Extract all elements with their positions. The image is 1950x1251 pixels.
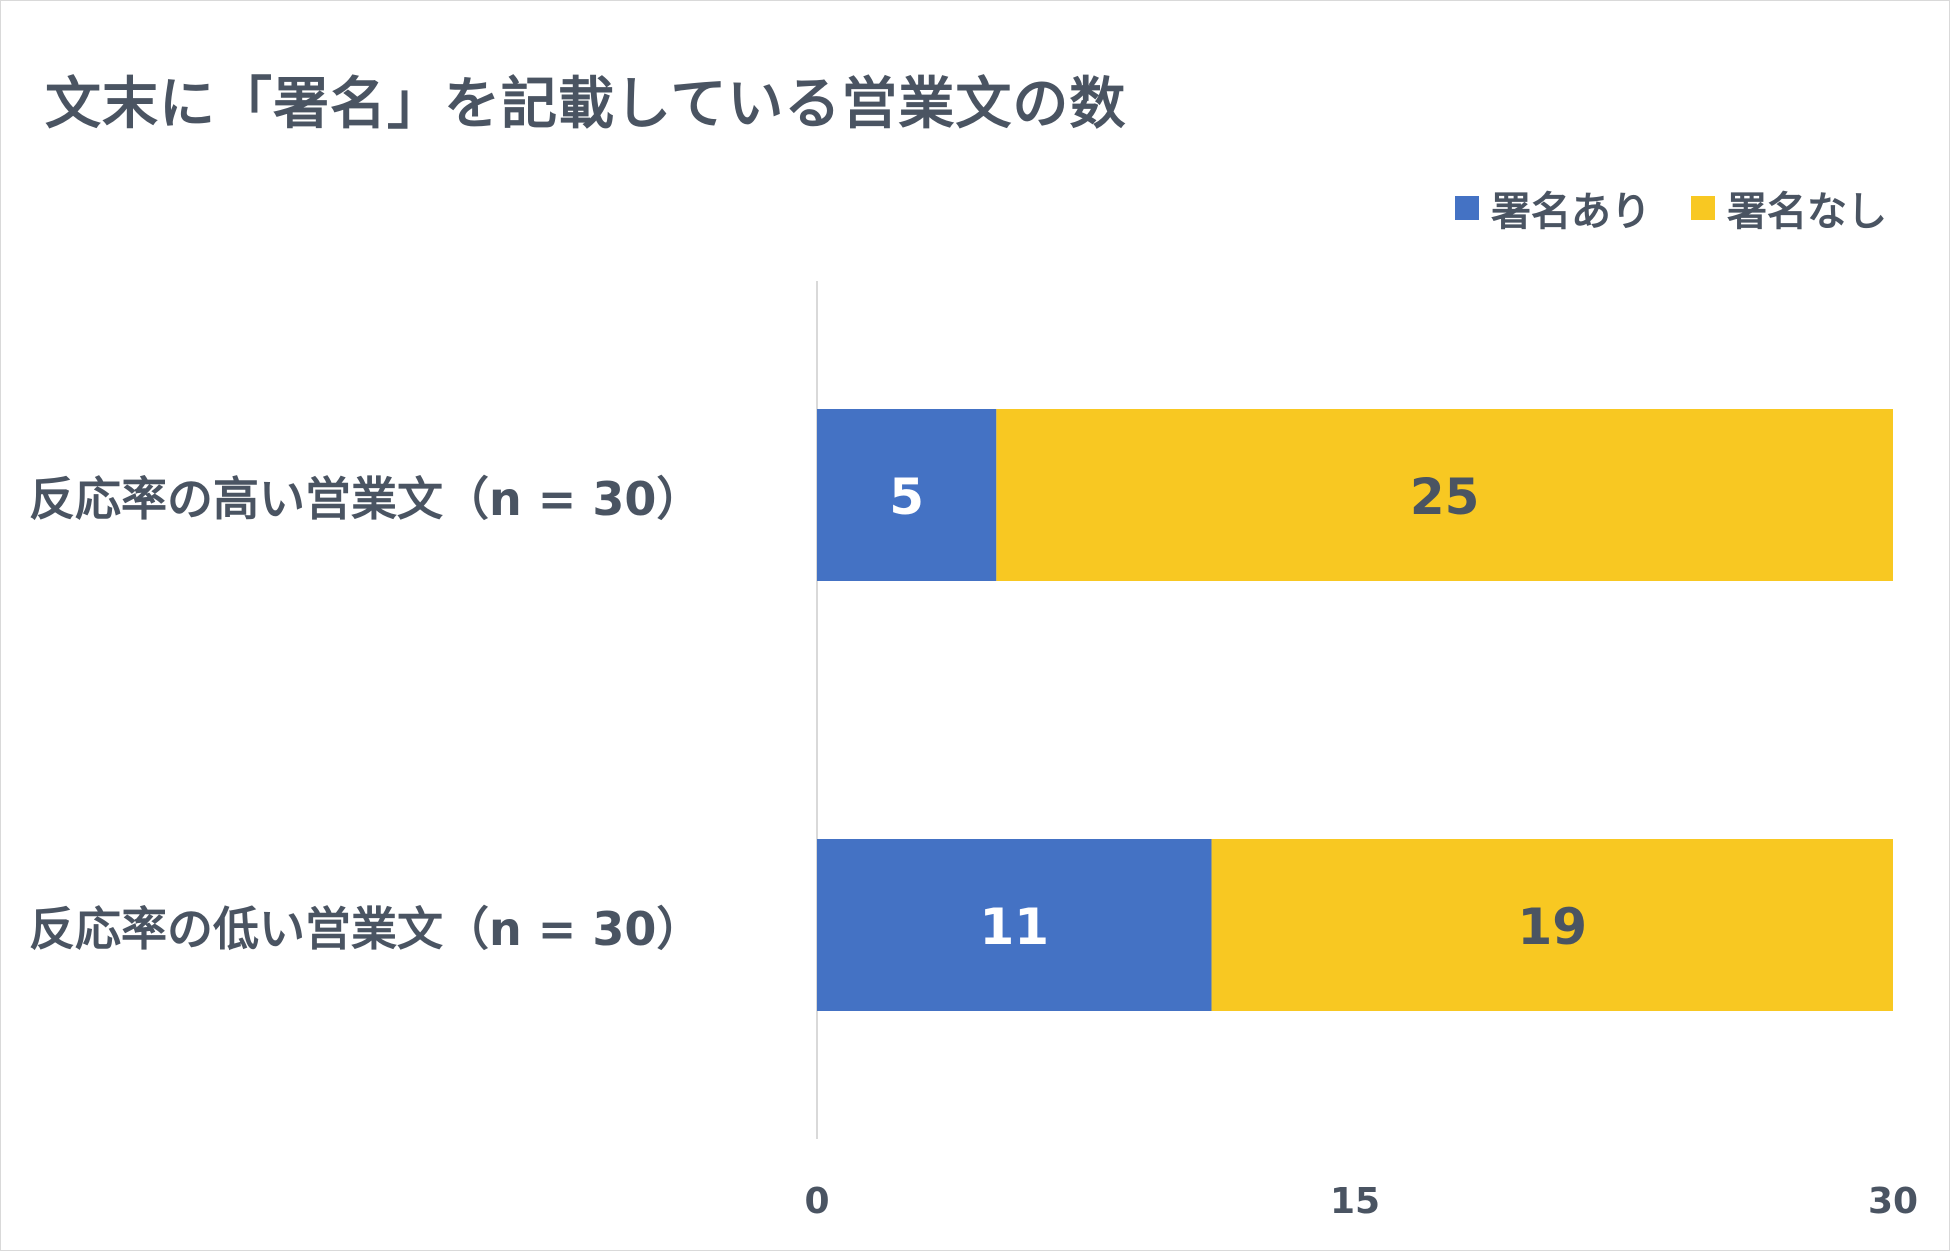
bar-without-signature-low (1211, 839, 1893, 1011)
legend-item-with-signature: 署名あり (1455, 179, 1651, 237)
legend-label-with-signature: 署名あり (1491, 189, 1651, 235)
bar-with-signature-low (817, 839, 1212, 1011)
legend-swatch-without-signature (1691, 196, 1715, 220)
bar-with-signature-high (817, 409, 997, 581)
legend-item-without-signature: 署名なし (1691, 179, 1887, 237)
category-label-low-response: 反応率の低い営業文（n = 30） (29, 902, 703, 956)
category-label-high-response: 反応率の高い営業文（n = 30） (29, 472, 703, 526)
chart-title: 文末に「署名」を記載している営業文の数 (45, 72, 1127, 137)
legend: 署名あり 署名なし (1455, 179, 1887, 237)
x-tick-label-0: 0 (804, 1181, 829, 1222)
data-label-with-signature-low: 11 (979, 898, 1049, 956)
data-label-with-signature-high: 5 (889, 468, 924, 526)
legend-label-without-signature: 署名なし (1727, 189, 1887, 235)
legend-swatch-with-signature (1455, 196, 1479, 220)
x-tick-label-15: 15 (1330, 1181, 1380, 1222)
data-label-without-signature-high: 25 (1410, 468, 1480, 526)
data-label-without-signature-low: 19 (1517, 898, 1587, 956)
x-tick-label-30: 30 (1868, 1181, 1918, 1222)
bar-without-signature-high (996, 409, 1893, 581)
